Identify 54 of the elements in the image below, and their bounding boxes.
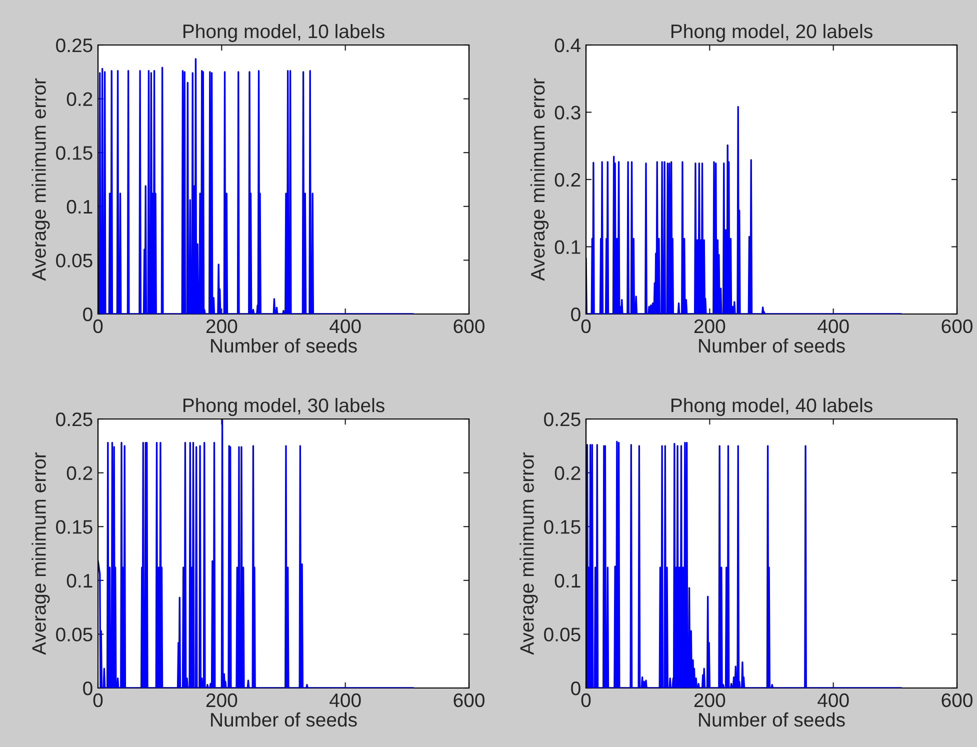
chart-title: Phong model, 10 labels: [183, 24, 384, 42]
x-axis-title: Number of seeds: [699, 712, 845, 727]
x-tick-label: 200: [206, 693, 238, 708]
y-tick-label: 0: [83, 307, 92, 322]
x-tick-label: 200: [206, 319, 238, 334]
x-tick-label: 200: [694, 319, 726, 334]
x-tick-label: 200: [694, 693, 726, 708]
x-axis-title: Number of seeds: [699, 338, 845, 353]
y-tick-label: 0.05: [56, 628, 92, 642]
x-tick-label: 400: [330, 319, 361, 334]
y-tick-label: 0.3: [554, 106, 580, 120]
chart-title: Phong model, 20 labels: [671, 24, 872, 42]
line-series: [586, 106, 902, 314]
y-tick-label: 0.4: [554, 38, 581, 52]
y-tick-label: 0.1: [66, 200, 92, 214]
x-tick-label: 0: [581, 693, 591, 708]
y-tick-label: 0.15: [56, 520, 92, 534]
y-tick-label: 0.2: [66, 466, 92, 480]
y-axis-title: Average minimum error: [32, 452, 50, 655]
y-tick-label: 0: [571, 307, 580, 322]
y-tick-label: 0.05: [544, 628, 580, 642]
y-tick-label: 0.15: [56, 146, 92, 160]
chart-title: Phong model, 40 labels: [671, 398, 872, 416]
y-tick-label: 0: [83, 681, 92, 696]
x-axis-title: Number of seeds: [211, 338, 357, 353]
x-tick-label: 0: [581, 319, 591, 334]
y-tick-label: 0.25: [544, 412, 580, 426]
y-tick-label: 0.1: [554, 240, 580, 254]
x-tick-label: 0: [93, 319, 103, 334]
x-tick-label: 600: [454, 319, 484, 334]
y-tick-label: 0.1: [554, 574, 580, 588]
y-tick-label: 0.25: [56, 412, 92, 426]
y-axis-title: Average minimum error: [530, 78, 549, 281]
y-tick-label: 0.05: [56, 254, 92, 268]
y-tick-label: 0.25: [56, 38, 92, 52]
y-tick-label: 0.2: [554, 466, 580, 480]
y-tick-label: 0.15: [544, 520, 580, 534]
x-tick-label: 400: [818, 693, 849, 708]
line-series: [586, 440, 902, 688]
x-tick-label: 600: [942, 319, 972, 334]
y-tick-label: 0: [571, 681, 580, 696]
line-series: [98, 58, 414, 314]
x-tick-label: 600: [942, 693, 972, 708]
y-axis-title: Average minimum error: [520, 452, 538, 655]
x-tick-label: 400: [818, 319, 849, 334]
x-axis-title: Number of seeds: [211, 712, 357, 727]
y-tick-label: 0.2: [66, 92, 92, 106]
x-tick-label: 0: [93, 693, 103, 708]
y-axis-title: Average minimum error: [32, 78, 50, 281]
chart-title: Phong model, 30 labels: [183, 398, 384, 416]
y-tick-label: 0.1: [66, 574, 92, 588]
y-tick-label: 0.2: [554, 172, 580, 187]
x-tick-label: 400: [330, 693, 361, 708]
x-tick-label: 600: [454, 693, 484, 708]
